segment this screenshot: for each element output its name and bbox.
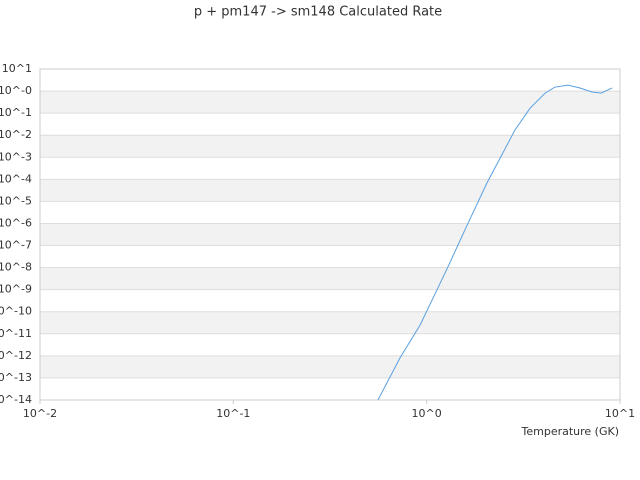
- plot-frame: [39, 68, 621, 401]
- y-tick-label: 10^-3: [0, 150, 32, 163]
- y-tick-label: 10^-12: [0, 349, 32, 362]
- y-tick-label: 10^-14: [0, 393, 32, 406]
- x-tick-label: 10^0: [412, 407, 442, 420]
- y-tick-label: 10^-0: [0, 84, 32, 97]
- y-tick-label: 10^-6: [0, 216, 32, 229]
- grid-band: [40, 267, 620, 290]
- x-tick-label: 10^1: [605, 407, 635, 420]
- grid-band: [40, 355, 620, 378]
- y-tick-label: 10^-1: [0, 106, 32, 119]
- y-tick-label: 10^-2: [0, 128, 32, 141]
- y-tick-label: 10^-4: [0, 172, 32, 185]
- y-tick-label: 10^-13: [0, 371, 32, 384]
- y-tick-label: 10^-8: [0, 261, 32, 274]
- x-tick-label: 10^-2: [23, 407, 57, 420]
- y-tick-label: 10^1: [2, 62, 32, 75]
- x-tick-label: 10^-1: [216, 407, 250, 420]
- x-axis-label: Temperature (GK): [521, 425, 620, 438]
- y-tick-label: 10^-9: [0, 283, 32, 296]
- grid-band: [40, 135, 620, 158]
- y-tick-label: 10^-11: [0, 327, 32, 340]
- grid-band: [40, 311, 620, 334]
- y-tick-label: 10^-5: [0, 194, 32, 207]
- chart-title: p + pm147 -> sm148 Calculated Rate: [194, 5, 442, 20]
- y-tick-label: 10^-7: [0, 239, 32, 252]
- y-tick-label: 10^-10: [0, 305, 32, 318]
- grid-band: [40, 179, 620, 202]
- data-line: [377, 84, 613, 401]
- grid-band: [40, 91, 620, 114]
- grid-band: [40, 223, 620, 246]
